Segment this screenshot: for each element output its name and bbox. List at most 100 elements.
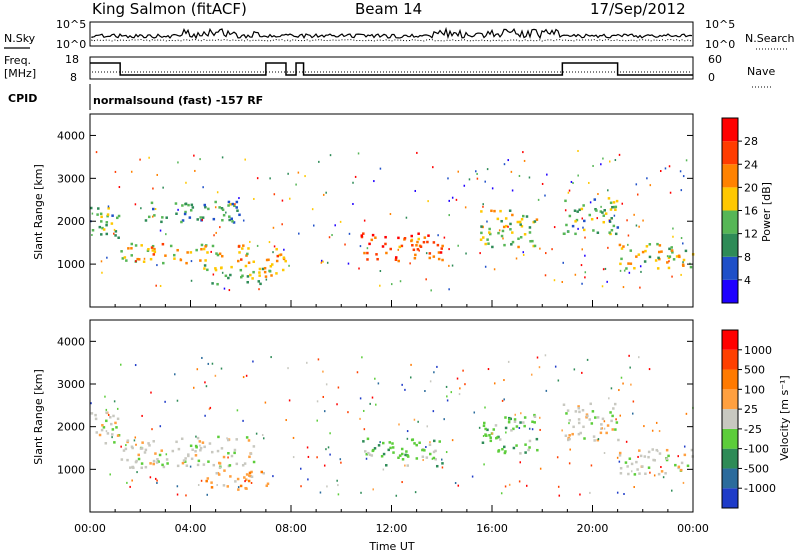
- data-cell: [400, 244, 404, 248]
- data-cell: [204, 245, 207, 248]
- data-cell: [520, 225, 524, 228]
- data-cell: [131, 479, 133, 482]
- data-cell: [685, 412, 688, 415]
- data-cell: [482, 205, 484, 208]
- data-cell: [160, 220, 163, 224]
- data-cell: [185, 181, 187, 184]
- data-cell: [117, 236, 120, 239]
- data-cell: [360, 491, 362, 494]
- data-cell: [224, 274, 228, 278]
- data-cell: [106, 213, 110, 216]
- data-cell: [130, 242, 134, 246]
- data-cell: [590, 217, 594, 221]
- colorbar-tick-label: 8: [744, 251, 751, 264]
- data-cell: [144, 465, 148, 469]
- data-cell: [679, 170, 682, 173]
- data-cell: [503, 163, 506, 166]
- data-cell: [518, 174, 521, 177]
- data-cell: [424, 390, 426, 393]
- data-cell: [493, 209, 496, 213]
- data-cell: [316, 400, 319, 403]
- data-cell: [539, 467, 542, 470]
- data-cell: [215, 471, 219, 475]
- data-cell: [577, 405, 580, 408]
- colorbar-swatch: [722, 448, 738, 469]
- data-cell: [553, 226, 556, 229]
- data-cell: [554, 365, 557, 368]
- data-cell: [544, 194, 546, 197]
- data-cell: [614, 428, 617, 431]
- data-cell: [507, 159, 509, 162]
- data-cell: [234, 203, 236, 206]
- data-cell: [601, 285, 604, 288]
- data-cell: [235, 206, 238, 209]
- data-cell: [589, 402, 592, 406]
- data-cell: [536, 356, 539, 359]
- data-cell: [658, 430, 661, 433]
- data-cell: [497, 231, 500, 235]
- data-cell: [454, 482, 457, 485]
- data-cell: [639, 265, 642, 268]
- data-cell: [606, 280, 608, 283]
- data-cell: [130, 445, 134, 448]
- data-cell: [90, 206, 93, 210]
- data-cell: [235, 462, 239, 466]
- data-cell: [214, 267, 217, 270]
- data-cell: [367, 451, 370, 455]
- data-cell: [608, 219, 611, 222]
- data-cell: [175, 212, 178, 215]
- data-cell: [379, 167, 382, 170]
- data-cell: [635, 183, 638, 186]
- data-cell: [237, 488, 240, 491]
- data-cell: [615, 418, 617, 421]
- data-cell: [630, 462, 634, 466]
- data-cell: [597, 438, 600, 441]
- colorbar-tick-label: -100: [744, 443, 769, 456]
- data-cell: [682, 481, 685, 484]
- data-cell: [528, 439, 532, 443]
- data-cell: [651, 448, 654, 451]
- data-cell: [213, 234, 215, 237]
- data-cell: [205, 385, 208, 388]
- data-cell: [325, 448, 327, 451]
- data-cell: [113, 400, 116, 403]
- velocity-panel-frame: [89, 319, 694, 513]
- data-cell: [541, 182, 544, 185]
- data-cell: [130, 170, 133, 173]
- data-cell: [565, 412, 568, 415]
- data-cell: [675, 255, 679, 258]
- data-cell: [115, 426, 118, 429]
- data-cell: [362, 440, 365, 443]
- data-cell: [568, 462, 571, 465]
- data-cell: [566, 438, 570, 442]
- data-cell: [400, 452, 404, 456]
- data-cell: [210, 250, 212, 253]
- data-cell: [165, 453, 168, 456]
- colorbar-swatch: [722, 330, 738, 350]
- data-cell: [403, 236, 407, 240]
- data-cell: [228, 218, 231, 222]
- data-cell: [601, 211, 604, 214]
- data-cell: [207, 207, 210, 211]
- data-cell: [154, 208, 157, 211]
- data-cell: [197, 459, 201, 463]
- data-cell: [199, 158, 201, 161]
- data-cell: [187, 454, 190, 458]
- data-cell: [109, 473, 111, 476]
- data-cell: [568, 422, 570, 425]
- data-cell: [221, 271, 224, 274]
- data-cell: [134, 244, 138, 247]
- data-cell: [245, 436, 249, 439]
- data-cell: [502, 237, 504, 240]
- data-cell: [451, 196, 454, 199]
- data-cell: [657, 450, 659, 453]
- data-cell: [295, 183, 297, 186]
- data-cell: [531, 428, 534, 431]
- data-cell: [236, 409, 239, 412]
- data-cell: [136, 257, 139, 261]
- data-cell: [187, 203, 190, 207]
- data-cell: [177, 161, 179, 164]
- data-cell: [665, 458, 669, 462]
- data-cell: [113, 232, 115, 235]
- data-cell: [206, 268, 209, 272]
